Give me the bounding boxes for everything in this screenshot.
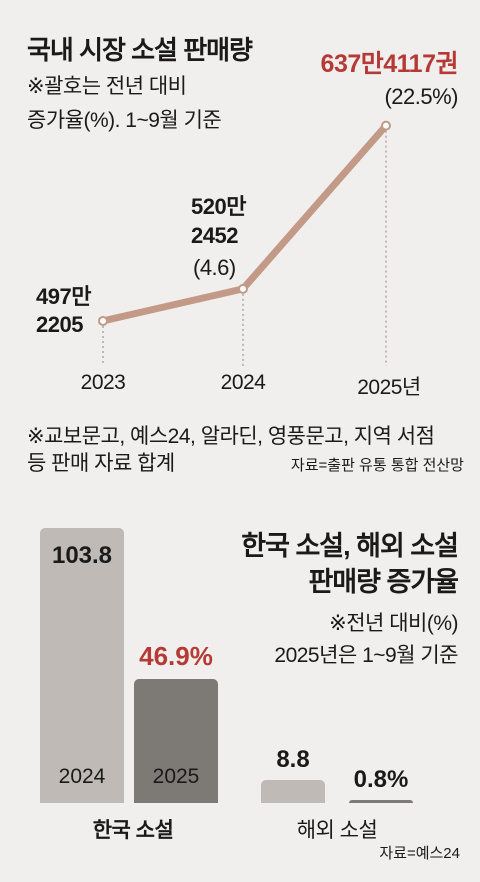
line-chart-note-line2: 증가율(%). 1~9월 기준: [27, 109, 222, 132]
bar-foreign-2024: [261, 779, 325, 803]
point-label-2024-line2: 2452: [191, 223, 238, 248]
data-point-2023: [98, 315, 108, 326]
bar-chart-note: ※전년 대비(%) 2025년은 1~9월 기준: [274, 608, 458, 672]
line-chart-source: 자료=출판 유통 통합 전산망: [290, 457, 464, 474]
x-tick-2025: 2025년: [357, 376, 421, 399]
point-label-2024-change: (4.6): [193, 255, 236, 280]
bar-chart-title-line1: 한국 소설, 해외 소설: [241, 531, 459, 561]
point-label-2025-change: (22.5%): [384, 84, 458, 109]
line-chart-footnote-line1: ※교보문고, 예스24, 알라딘, 영풍문고, 지역 서점: [27, 425, 435, 448]
bar-korean-2024: [40, 528, 124, 803]
bar-korean-2025: [134, 678, 218, 803]
bar-chart-note-line2: 2025년은 1~9월 기준: [274, 644, 458, 667]
bar-value-label-korean-2024: 103.8: [51, 542, 113, 569]
bar-foreign-2025: [349, 800, 413, 803]
point-label-2023-line2: 2205: [36, 312, 83, 337]
data-point-2024: [238, 283, 248, 294]
bar-category-korean: 한국 소설: [92, 819, 174, 842]
bar-category-foreign: 해외 소설: [296, 819, 378, 842]
bar-value-label-foreign-2025: 0.8%: [353, 766, 409, 793]
line-chart-title: 국내 시장 소설 판매량: [27, 35, 253, 65]
bar-year-label-2024: 2024: [58, 765, 106, 788]
point-label-2024-line1: 520만: [191, 194, 246, 219]
bar-chart-title: 한국 소설, 해외 소설 판매량 증가율: [241, 528, 459, 600]
bar-year-label-2025: 2025: [152, 765, 200, 788]
bar-value-label-foreign-2024: 8.8: [276, 745, 310, 773]
bar-value-label-korean-2025: 46.9%: [139, 640, 213, 671]
bar-chart-source: 자료=예스24: [379, 845, 460, 862]
point-label-2023-line1: 497만: [36, 284, 91, 309]
x-tick-2023: 2023: [80, 371, 126, 394]
line-chart-note-line1: ※괄호는 전년 대비: [27, 75, 187, 98]
line-chart-footnote-line2: 등 판매 자료 합계: [27, 452, 175, 475]
point-label-2025-value: 637만4117권: [320, 50, 459, 78]
bar-chart-title-line2: 판매량 증가율: [308, 567, 459, 597]
x-tick-2024: 2024: [220, 371, 266, 394]
bar-chart-note-line1: ※전년 대비(%): [329, 612, 458, 635]
data-point-2025: [381, 120, 391, 131]
